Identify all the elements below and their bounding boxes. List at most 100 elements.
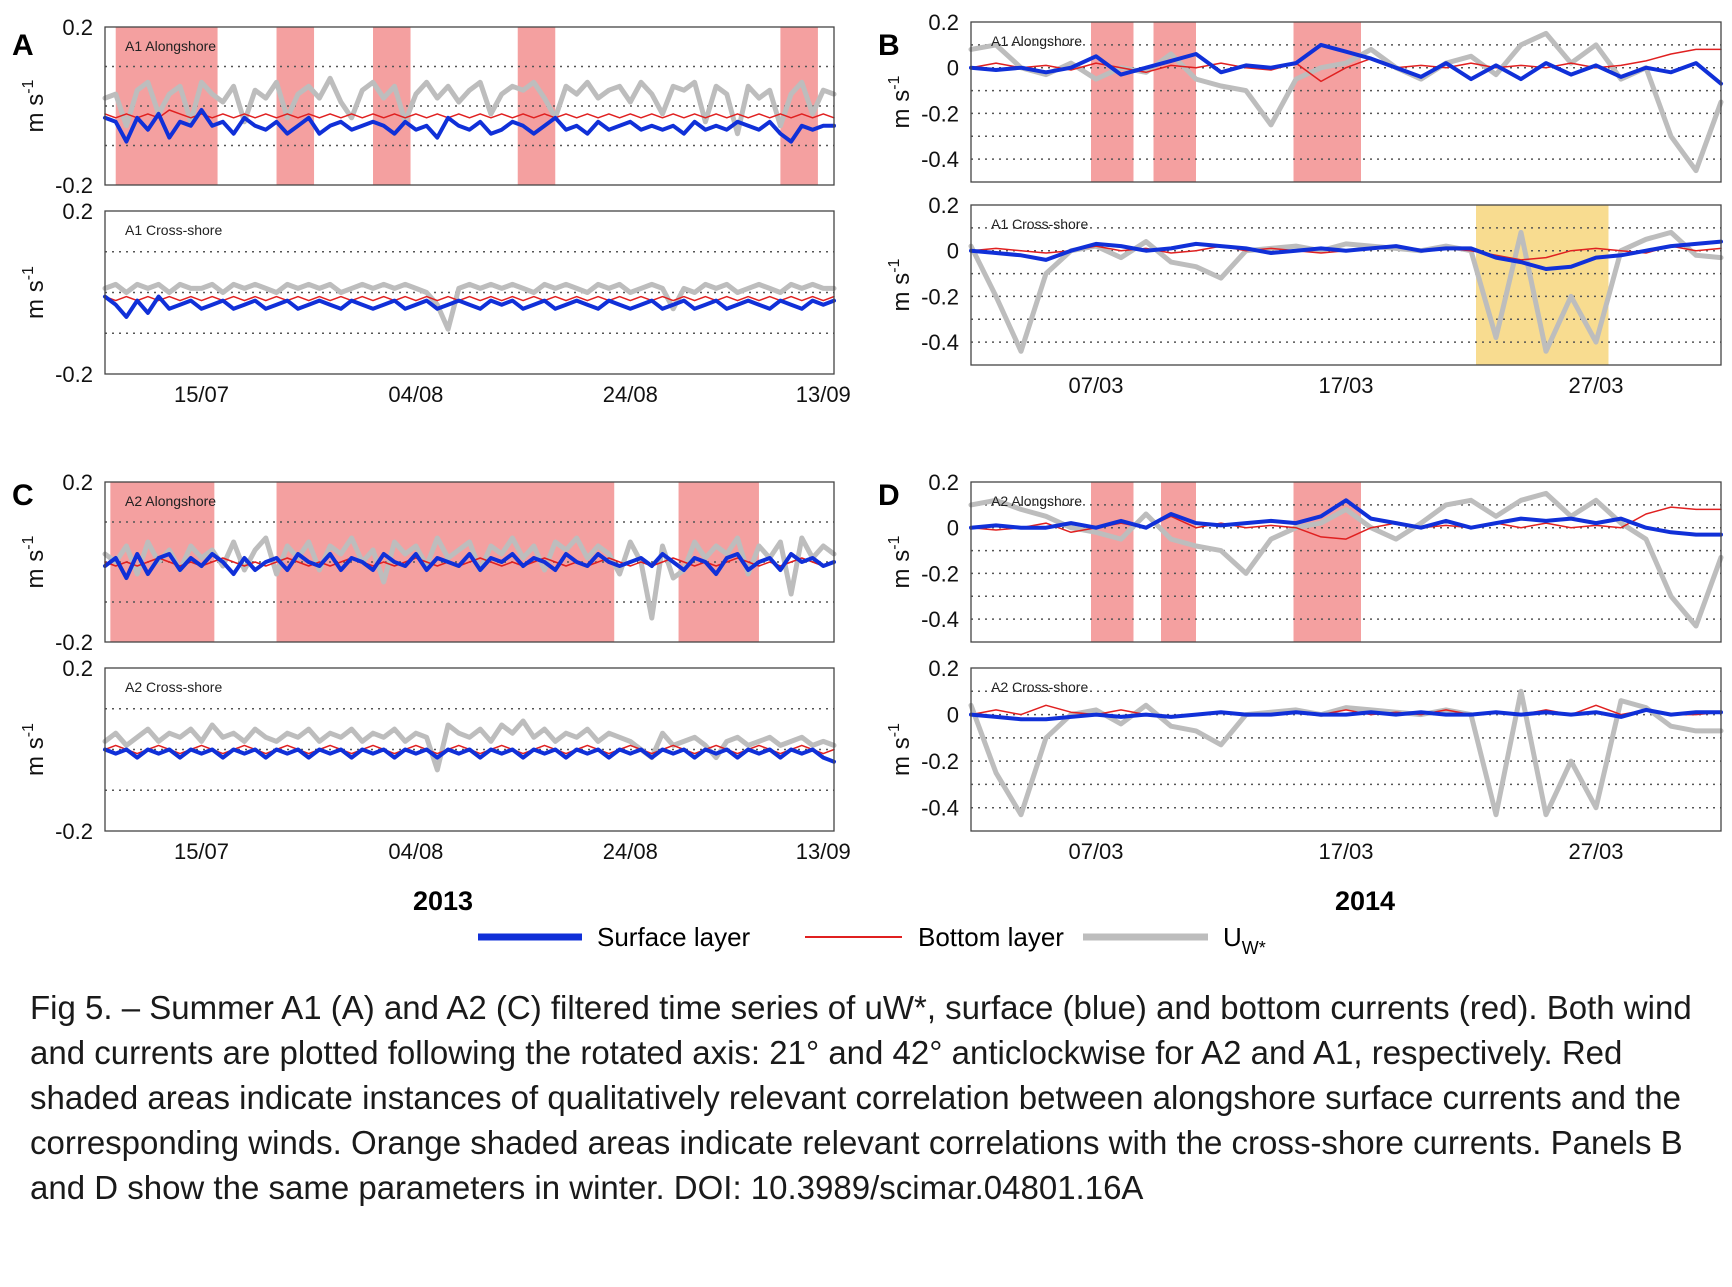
- panel-b2: 0.2 0 -0.2 -0.4 07/03 17/03 27/03 A1 Cross-shor…: [886, 193, 1724, 398]
- panel-d-title: A2 Alongshore: [991, 493, 1082, 509]
- panel-c2: 0.2 -0.2 15/07 04/08 24/08 13/09 A2 Cross-shor…: [20, 656, 851, 864]
- panel-b-ytick-label: -0.2: [921, 101, 959, 126]
- panel-a2-xtick-label: 15/07: [174, 382, 229, 407]
- panel-c2-xtick-label: 24/08: [603, 839, 658, 864]
- panel-c-title: A2 Alongshore: [125, 493, 216, 509]
- panel-d-ylabel: m s-1: [886, 535, 915, 588]
- panel-c2-ytick-label: 0.2: [62, 656, 93, 681]
- panel-b-frame: [970, 21, 1722, 183]
- panel-c-ytick-label: -0.2: [55, 630, 93, 655]
- panel-b-shaded-region: [1153, 22, 1196, 182]
- panel-c-frame: [104, 481, 835, 643]
- panel-a2: 0.2 -0.2 15/07 04/08 24/08 13/09 A1 Cross-shor…: [20, 199, 851, 407]
- panel-letter-a: A: [12, 29, 34, 62]
- panel-b-shaded-region: [1091, 22, 1134, 182]
- panel-c2-series-surface: [103, 747, 836, 764]
- panel-d: 0.2 0 -0.2 -0.4 A2 Alongshore m s-1: [886, 470, 1724, 643]
- panel-d-series-wind: [968, 490, 1724, 629]
- panel-c2-title: A2 Cross-shore: [125, 679, 222, 695]
- panel-a2-series-surface: [103, 294, 836, 319]
- panel-b2-ytick-label: -0.2: [921, 284, 959, 309]
- legend: Surface layer Bottom layer UW*: [478, 922, 1266, 958]
- panel-b2-xtick-label: 07/03: [1068, 373, 1123, 398]
- panel-a2-ytick-label: 0.2: [62, 199, 93, 224]
- panel-d2-xtick-label: 07/03: [1068, 839, 1123, 864]
- panel-a2-xtick-label: 13/09: [796, 382, 851, 407]
- panel-b2-title: A1 Cross-shore: [991, 216, 1088, 232]
- panel-b2-frame: [970, 204, 1722, 366]
- panel-d-shaded-region: [1161, 482, 1196, 642]
- panel-a-ytick-label: -0.2: [55, 173, 93, 198]
- panel-a2-series-wind: [102, 281, 837, 332]
- panel-d-ytick-label: 0.2: [928, 470, 959, 495]
- panel-d2-ytick-label: -0.2: [921, 749, 959, 774]
- panel-c-series-wind: [102, 535, 837, 621]
- panel-c2-xtick-label: 04/08: [388, 839, 443, 864]
- panel-c2-xtick-label: 13/09: [796, 839, 851, 864]
- panel-letter-d: D: [878, 479, 900, 512]
- panel-c2-ylabel: m s-1: [20, 723, 49, 776]
- panel-d-ytick-label: -0.2: [921, 561, 959, 586]
- panel-a-series-bottom: [104, 109, 835, 119]
- year-label-winter: 2014: [1335, 886, 1395, 916]
- panel-d-ytick-label: -0.4: [921, 607, 959, 632]
- panel-d2-xtick-label: 17/03: [1318, 839, 1373, 864]
- panel-c-ylabel: m s-1: [20, 535, 49, 588]
- panel-b-series-bottom: [970, 48, 1722, 83]
- panel-a2-title: A1 Cross-shore: [125, 222, 222, 238]
- panel-c2-series-wind: [102, 718, 837, 773]
- panel-a2-ytick-label: -0.2: [55, 362, 93, 387]
- panel-a2-frame: [104, 210, 835, 375]
- panel-d-shaded-region: [1091, 482, 1134, 642]
- legend-label-surface: Surface layer: [597, 922, 751, 952]
- panel-c2-ytick-label: -0.2: [55, 819, 93, 844]
- panel-b2-ytick-label: 0.2: [928, 193, 959, 218]
- panel-a-ylabel: m s-1: [20, 79, 49, 132]
- panel-c: 0.2 -0.2 A2 Alongshore m s-1: [20, 470, 837, 655]
- legend-label-wind: UW*: [1223, 922, 1266, 958]
- panel-a: 0.2 -0.2 A1 Alongshore m s-1: [20, 15, 837, 198]
- panel-b2-series-surface: [969, 239, 1723, 271]
- panel-b2-xtick-label: 17/03: [1318, 373, 1373, 398]
- panel-b-ytick-label: -0.4: [921, 147, 959, 172]
- panel-d2-xtick-label: 27/03: [1568, 839, 1623, 864]
- legend-label-bottom: Bottom layer: [918, 922, 1064, 952]
- panel-d2-title: A2 Cross-shore: [991, 679, 1088, 695]
- panel-c-series-bottom: [104, 557, 835, 567]
- panel-letter-b: B: [878, 29, 900, 62]
- panel-a-series-surface: [103, 108, 836, 144]
- panel-d2: 0.2 0 -0.2 -0.4 07/03 17/03 27/03 A2 Cross-shor…: [886, 656, 1724, 864]
- panel-b-ylabel: m s-1: [886, 75, 915, 128]
- panel-a-frame: [104, 26, 835, 186]
- panel-d-frame: [970, 481, 1722, 643]
- panel-d2-ytick-label: 0: [947, 703, 959, 728]
- panel-d-shaded-region: [1293, 482, 1361, 642]
- panel-c-series-surface: [103, 552, 836, 580]
- panel-b-ytick-label: 0: [947, 56, 959, 81]
- panel-b-title: A1 Alongshore: [991, 33, 1082, 49]
- panel-b2-ytick-label: 0: [947, 239, 959, 264]
- panel-c-ytick-label: 0.2: [62, 470, 93, 495]
- panel-a2-xtick-label: 04/08: [388, 382, 443, 407]
- panel-d2-series-surface: [969, 707, 1723, 722]
- panel-b2-xtick-label: 27/03: [1568, 373, 1623, 398]
- panel-a2-ylabel: m s-1: [20, 266, 49, 319]
- panel-b-ytick-label: 0.2: [928, 10, 959, 35]
- panel-b2-ylabel: m s-1: [886, 258, 915, 311]
- year-label-summer: 2013: [413, 886, 473, 916]
- panel-d-ytick-label: 0: [947, 516, 959, 541]
- panel-b-series-wind: [968, 30, 1724, 174]
- panel-d2-series-wind: [968, 688, 1724, 818]
- panel-a-ytick-label: 0.2: [62, 15, 93, 40]
- panel-a-title: A1 Alongshore: [125, 38, 216, 54]
- panel-d2-ytick-label: 0.2: [928, 656, 959, 681]
- panel-d2-ytick-label: -0.4: [921, 796, 959, 821]
- panel-a-series-wind: [102, 75, 837, 137]
- panel-a2-series-bottom: [104, 295, 835, 302]
- panel-b: 0.2 0 -0.2 -0.4 A1 Alongshore m s-1: [886, 10, 1724, 183]
- panel-d2-ylabel: m s-1: [886, 723, 915, 776]
- panel-d-series-surface: [969, 498, 1723, 537]
- panel-c2-frame: [104, 667, 835, 832]
- panel-d2-frame: [970, 667, 1722, 832]
